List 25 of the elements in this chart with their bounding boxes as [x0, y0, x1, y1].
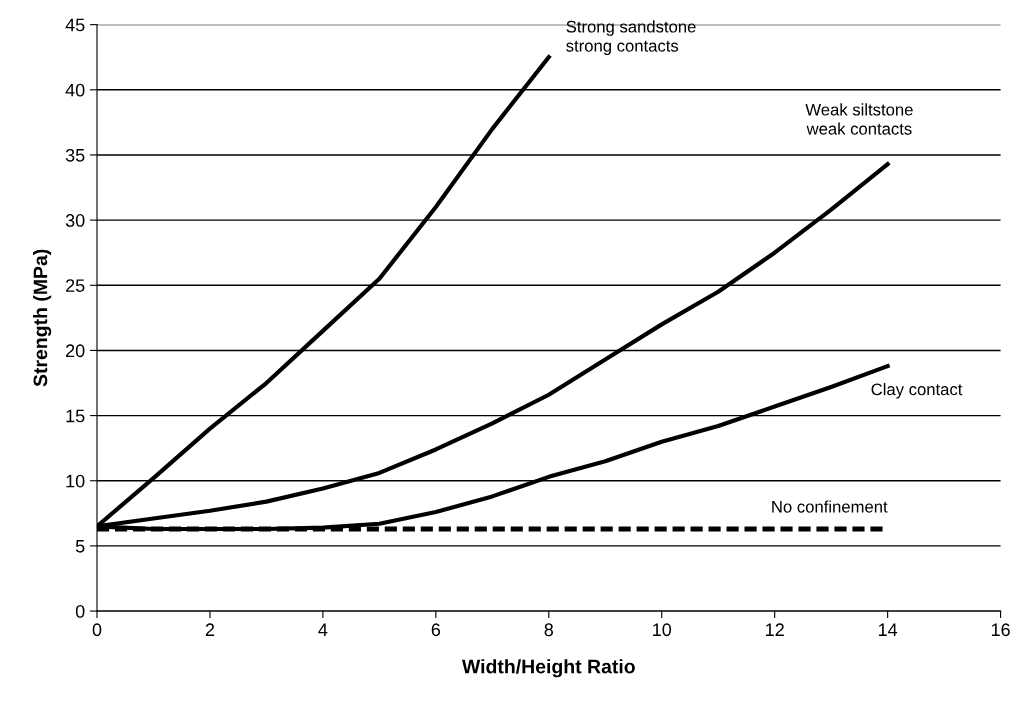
series-label: Strong sandstone strong contacts [566, 20, 696, 56]
x-tick-label: 12 [766, 623, 784, 636]
series-label: No confinement [772, 500, 888, 513]
x-tick-label: 4 [318, 623, 328, 636]
y-tick-label: 5 [75, 540, 85, 553]
text: Weak siltstone weak contacts [805, 103, 913, 135]
y-axis-title: Strength (MPa) [33, 249, 52, 387]
x-axis-title: Width/Height Ratio [461, 659, 635, 678]
y-tick-label: 20 [66, 344, 85, 358]
y-tick-label: 10 [66, 474, 85, 488]
x-tick-label: 14 [878, 623, 898, 636]
x-tick-label: 10 [653, 623, 672, 637]
y-tick-label: 45 [65, 18, 85, 32]
y-tick-label: 35 [65, 148, 85, 162]
x-tick-label: 6 [431, 623, 441, 637]
series-label: Clay contact [871, 383, 963, 399]
x-tick-label: 16 [991, 623, 1010, 637]
x-tick-label: 2 [205, 623, 215, 636]
x-tick-label: 8 [544, 623, 554, 637]
y-tick-label: 25 [66, 279, 85, 292]
y-tick-label: 0 [75, 605, 85, 618]
y-tick-label: 15 [66, 409, 85, 423]
y-tick-label: 40 [65, 83, 85, 97]
y-tick-label: 30 [65, 214, 85, 227]
x-tick-label: 0 [92, 623, 102, 637]
